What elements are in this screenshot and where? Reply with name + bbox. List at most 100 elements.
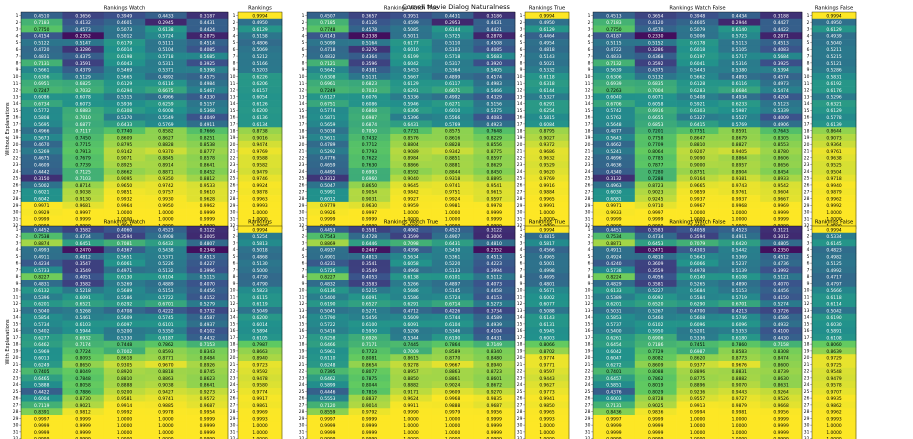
cell-label: 0.9962 xyxy=(200,203,216,209)
heatmap-cell xyxy=(718,226,761,234)
heatmap-cell xyxy=(348,39,391,47)
heatmap-cell xyxy=(812,181,857,189)
heatmap-cell xyxy=(390,93,433,101)
cell-label: 0.6306 xyxy=(403,108,419,114)
cell-label: 0.9924 xyxy=(252,183,268,189)
heatmap-cell xyxy=(348,408,391,416)
cell-label: 0.9725 xyxy=(826,362,842,368)
y-tick-label: 21 xyxy=(585,362,591,368)
heatmap-cell xyxy=(21,354,63,362)
cell-label: 0.5125 xyxy=(826,261,842,267)
heatmap-cell xyxy=(238,313,283,321)
heatmap-cell xyxy=(718,188,761,196)
cell-label: 0.6291 xyxy=(403,302,419,308)
heatmap-cell xyxy=(812,161,857,169)
heatmap-cell xyxy=(593,428,636,436)
cell-label: 0.7103 xyxy=(75,176,91,182)
cell-label: 0.4234 xyxy=(34,261,50,267)
cell-label: 0.7131 xyxy=(606,403,622,409)
cell-label: 0.5639 xyxy=(606,68,622,74)
y-tick-label: 28 xyxy=(299,409,305,415)
cell-label: 0.6102 xyxy=(648,322,664,328)
heatmap-cell xyxy=(62,334,105,342)
cell-label: 0.4636 xyxy=(606,162,622,168)
heatmap-cell xyxy=(473,253,516,261)
heatmap-cell xyxy=(593,134,636,142)
cell-label: 0.5400 xyxy=(320,295,336,301)
cell-label: 0.9021 xyxy=(75,403,91,409)
cell-label: 0.6129 xyxy=(826,27,842,33)
heatmap-cell xyxy=(431,222,474,230)
cell-label: 0.5946 xyxy=(403,101,419,107)
heatmap-cell xyxy=(812,12,857,20)
heatmap-cell xyxy=(62,293,105,301)
y-tick-label: 14 xyxy=(804,315,810,321)
cell-label: 0.8871 xyxy=(606,241,622,247)
heatmap-cell xyxy=(103,259,146,267)
heatmap-cell xyxy=(431,208,474,216)
cell-label: 0.5085 xyxy=(403,27,419,33)
heatmap-cell xyxy=(718,388,761,396)
y-tick-label: 9 xyxy=(233,67,236,73)
y-tick-label: 21 xyxy=(230,362,236,368)
heatmap-cell xyxy=(145,154,187,162)
cell-label: 0.4708 xyxy=(117,308,133,314)
y-tick-label: 17 xyxy=(299,335,305,341)
heatmap-cell xyxy=(348,147,391,155)
cell-label: 0.5105 xyxy=(732,47,748,53)
heatmap-cell xyxy=(431,388,474,396)
heatmap-cell xyxy=(390,195,433,203)
heatmap-cell xyxy=(307,66,349,74)
cell-label: 0.4153 xyxy=(487,295,503,301)
heatmap-cell xyxy=(718,18,761,26)
cell-label: 0.4396 xyxy=(403,248,419,254)
cell-label: 0.3276 xyxy=(362,47,378,53)
row-label-without-explanations: Without Explanations xyxy=(5,102,11,156)
heatmap-cell xyxy=(634,174,677,182)
y-tick-label: 8 xyxy=(520,274,523,280)
heatmap-cell xyxy=(593,18,636,26)
cell-label: 0.6190 xyxy=(320,302,336,308)
cell-label: 1.0000 xyxy=(445,430,461,436)
cell-label: 0.9842 xyxy=(403,190,419,196)
cell-label: 0.5369 xyxy=(732,254,748,260)
cell-label: 0.5769 xyxy=(732,122,748,128)
cell-label: 0.7709 xyxy=(648,142,664,148)
heatmap-cell xyxy=(307,161,349,169)
heatmap-cell xyxy=(348,435,391,439)
cell-label: 0.6144 xyxy=(539,88,555,94)
heatmap-cell xyxy=(593,354,636,362)
cell-label: 0.9999 xyxy=(648,430,664,436)
heatmap-cell xyxy=(593,113,636,121)
y-tick-label: 23 xyxy=(299,162,305,168)
cell-label: 0.7079 xyxy=(690,241,706,247)
cell-label: 0.4932 xyxy=(773,322,789,328)
heatmap-cell xyxy=(186,140,229,148)
heatmap-cell xyxy=(431,181,474,189)
y-tick-label: 16 xyxy=(517,328,523,334)
heatmap-cell xyxy=(634,120,677,128)
heatmap-cell xyxy=(186,394,229,402)
heatmap-cell xyxy=(390,222,433,230)
cell-label: 0.9638 xyxy=(826,156,842,162)
y-tick-label: 32 xyxy=(804,223,810,229)
cell-label: 0.4367 xyxy=(117,248,133,254)
y-tick-label: 20 xyxy=(299,355,305,361)
heatmap-cell xyxy=(348,280,391,288)
heatmap-cell xyxy=(812,226,857,234)
cell-label: 0.8845 xyxy=(158,156,174,162)
cell-label: 0.5133 xyxy=(445,268,461,274)
heatmap-cell xyxy=(431,106,474,115)
y-tick-label: 28 xyxy=(804,409,810,415)
heatmap-cell xyxy=(760,421,803,429)
cell-label: 0.6868 xyxy=(362,108,378,114)
cell-label: 0.9273 xyxy=(200,389,216,395)
cell-label: 0.9954 xyxy=(200,410,216,416)
y-tick-label: 13 xyxy=(299,308,305,314)
heatmap-cell xyxy=(238,93,283,101)
cell-label: 1.0000 xyxy=(690,217,706,223)
heatmap-cell xyxy=(431,428,474,436)
heatmap-cell xyxy=(473,93,516,101)
cell-label: 0.9993 xyxy=(252,203,268,209)
